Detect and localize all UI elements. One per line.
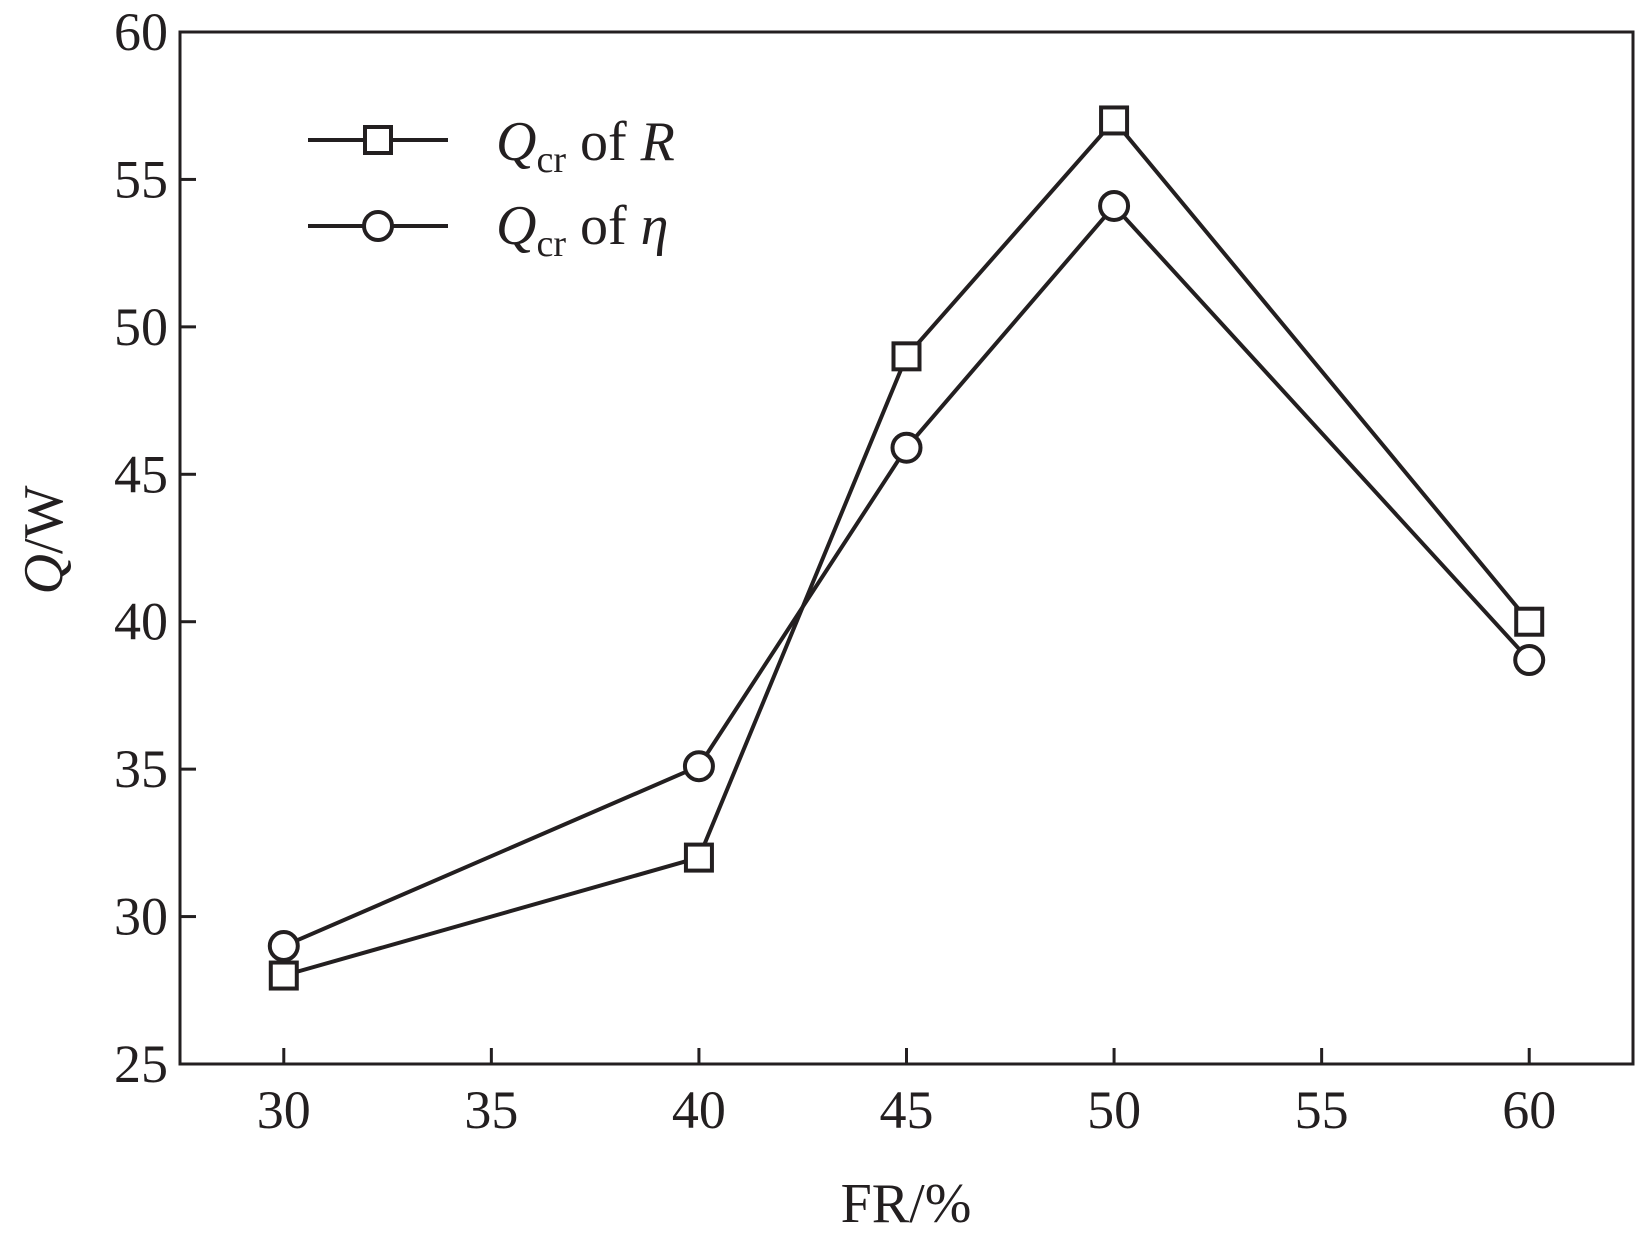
data-point-circle (890, 431, 923, 464)
data-point-circle (682, 750, 715, 783)
legend-var-square: Q (496, 111, 536, 173)
y-tick-label: 50 (114, 297, 168, 357)
legend-label-square: Qcr of R (496, 111, 675, 181)
x-tick-label: 35 (464, 1080, 518, 1140)
y-axis-title: Q/W (13, 485, 75, 594)
data-point-square (268, 960, 299, 991)
x-tick-label: 30 (257, 1080, 311, 1140)
y-tick-label: 60 (114, 2, 168, 62)
y-axis-title-unit: /W (13, 485, 75, 554)
legend-item-circle: Qcr of η (308, 195, 668, 265)
series-layer (267, 105, 1546, 991)
x-tick-label: 40 (672, 1080, 726, 1140)
legend-mid-circle: of (566, 195, 641, 257)
y-tick-label: 30 (114, 887, 168, 947)
legend-sym-circle: η (641, 195, 669, 257)
legend-marker-circle (362, 210, 394, 242)
x-tick-label: 60 (1502, 1080, 1556, 1140)
data-point-square (683, 842, 714, 873)
data-point-circle (1098, 189, 1131, 222)
y-tick-label: 55 (114, 149, 168, 209)
data-point-circle (267, 930, 300, 963)
x-tick-label: 50 (1087, 1080, 1141, 1140)
series-line-circle (283, 202, 1531, 948)
legend-sub-square: cr (536, 139, 566, 181)
legend-mid-square: of (566, 111, 641, 173)
series-line-square (283, 117, 1531, 978)
y-tick-label: 25 (114, 1034, 168, 1094)
y-axis: 25 30 35 40 45 50 55 60 (114, 2, 196, 1094)
plot-frame (178, 30, 1635, 1066)
x-axis: 30 35 40 45 50 55 60 (257, 1048, 1556, 1140)
data-point-square (1514, 606, 1545, 637)
legend-marker-square (363, 125, 393, 155)
x-tick-label: 55 (1295, 1080, 1349, 1140)
y-axis-title-var: Q (13, 554, 75, 594)
legend-sub-circle: cr (536, 223, 566, 265)
x-tick-label: 45 (880, 1080, 934, 1140)
legend-sym-square: R (640, 111, 675, 173)
legend-var-circle: Q (496, 195, 536, 257)
legend-item-square: Qcr of R (308, 111, 675, 181)
y-tick-label: 35 (114, 739, 168, 799)
y-tick-label: 40 (114, 592, 168, 652)
data-point-square (1099, 105, 1130, 136)
data-point-square (891, 341, 922, 372)
data-point-circle (1513, 644, 1546, 677)
x-axis-title: FR/% (841, 1173, 972, 1235)
y-tick-label: 45 (114, 444, 168, 504)
legend-label-circle: Qcr of η (496, 195, 668, 265)
legend: Qcr of R Qcr of η (308, 111, 675, 265)
